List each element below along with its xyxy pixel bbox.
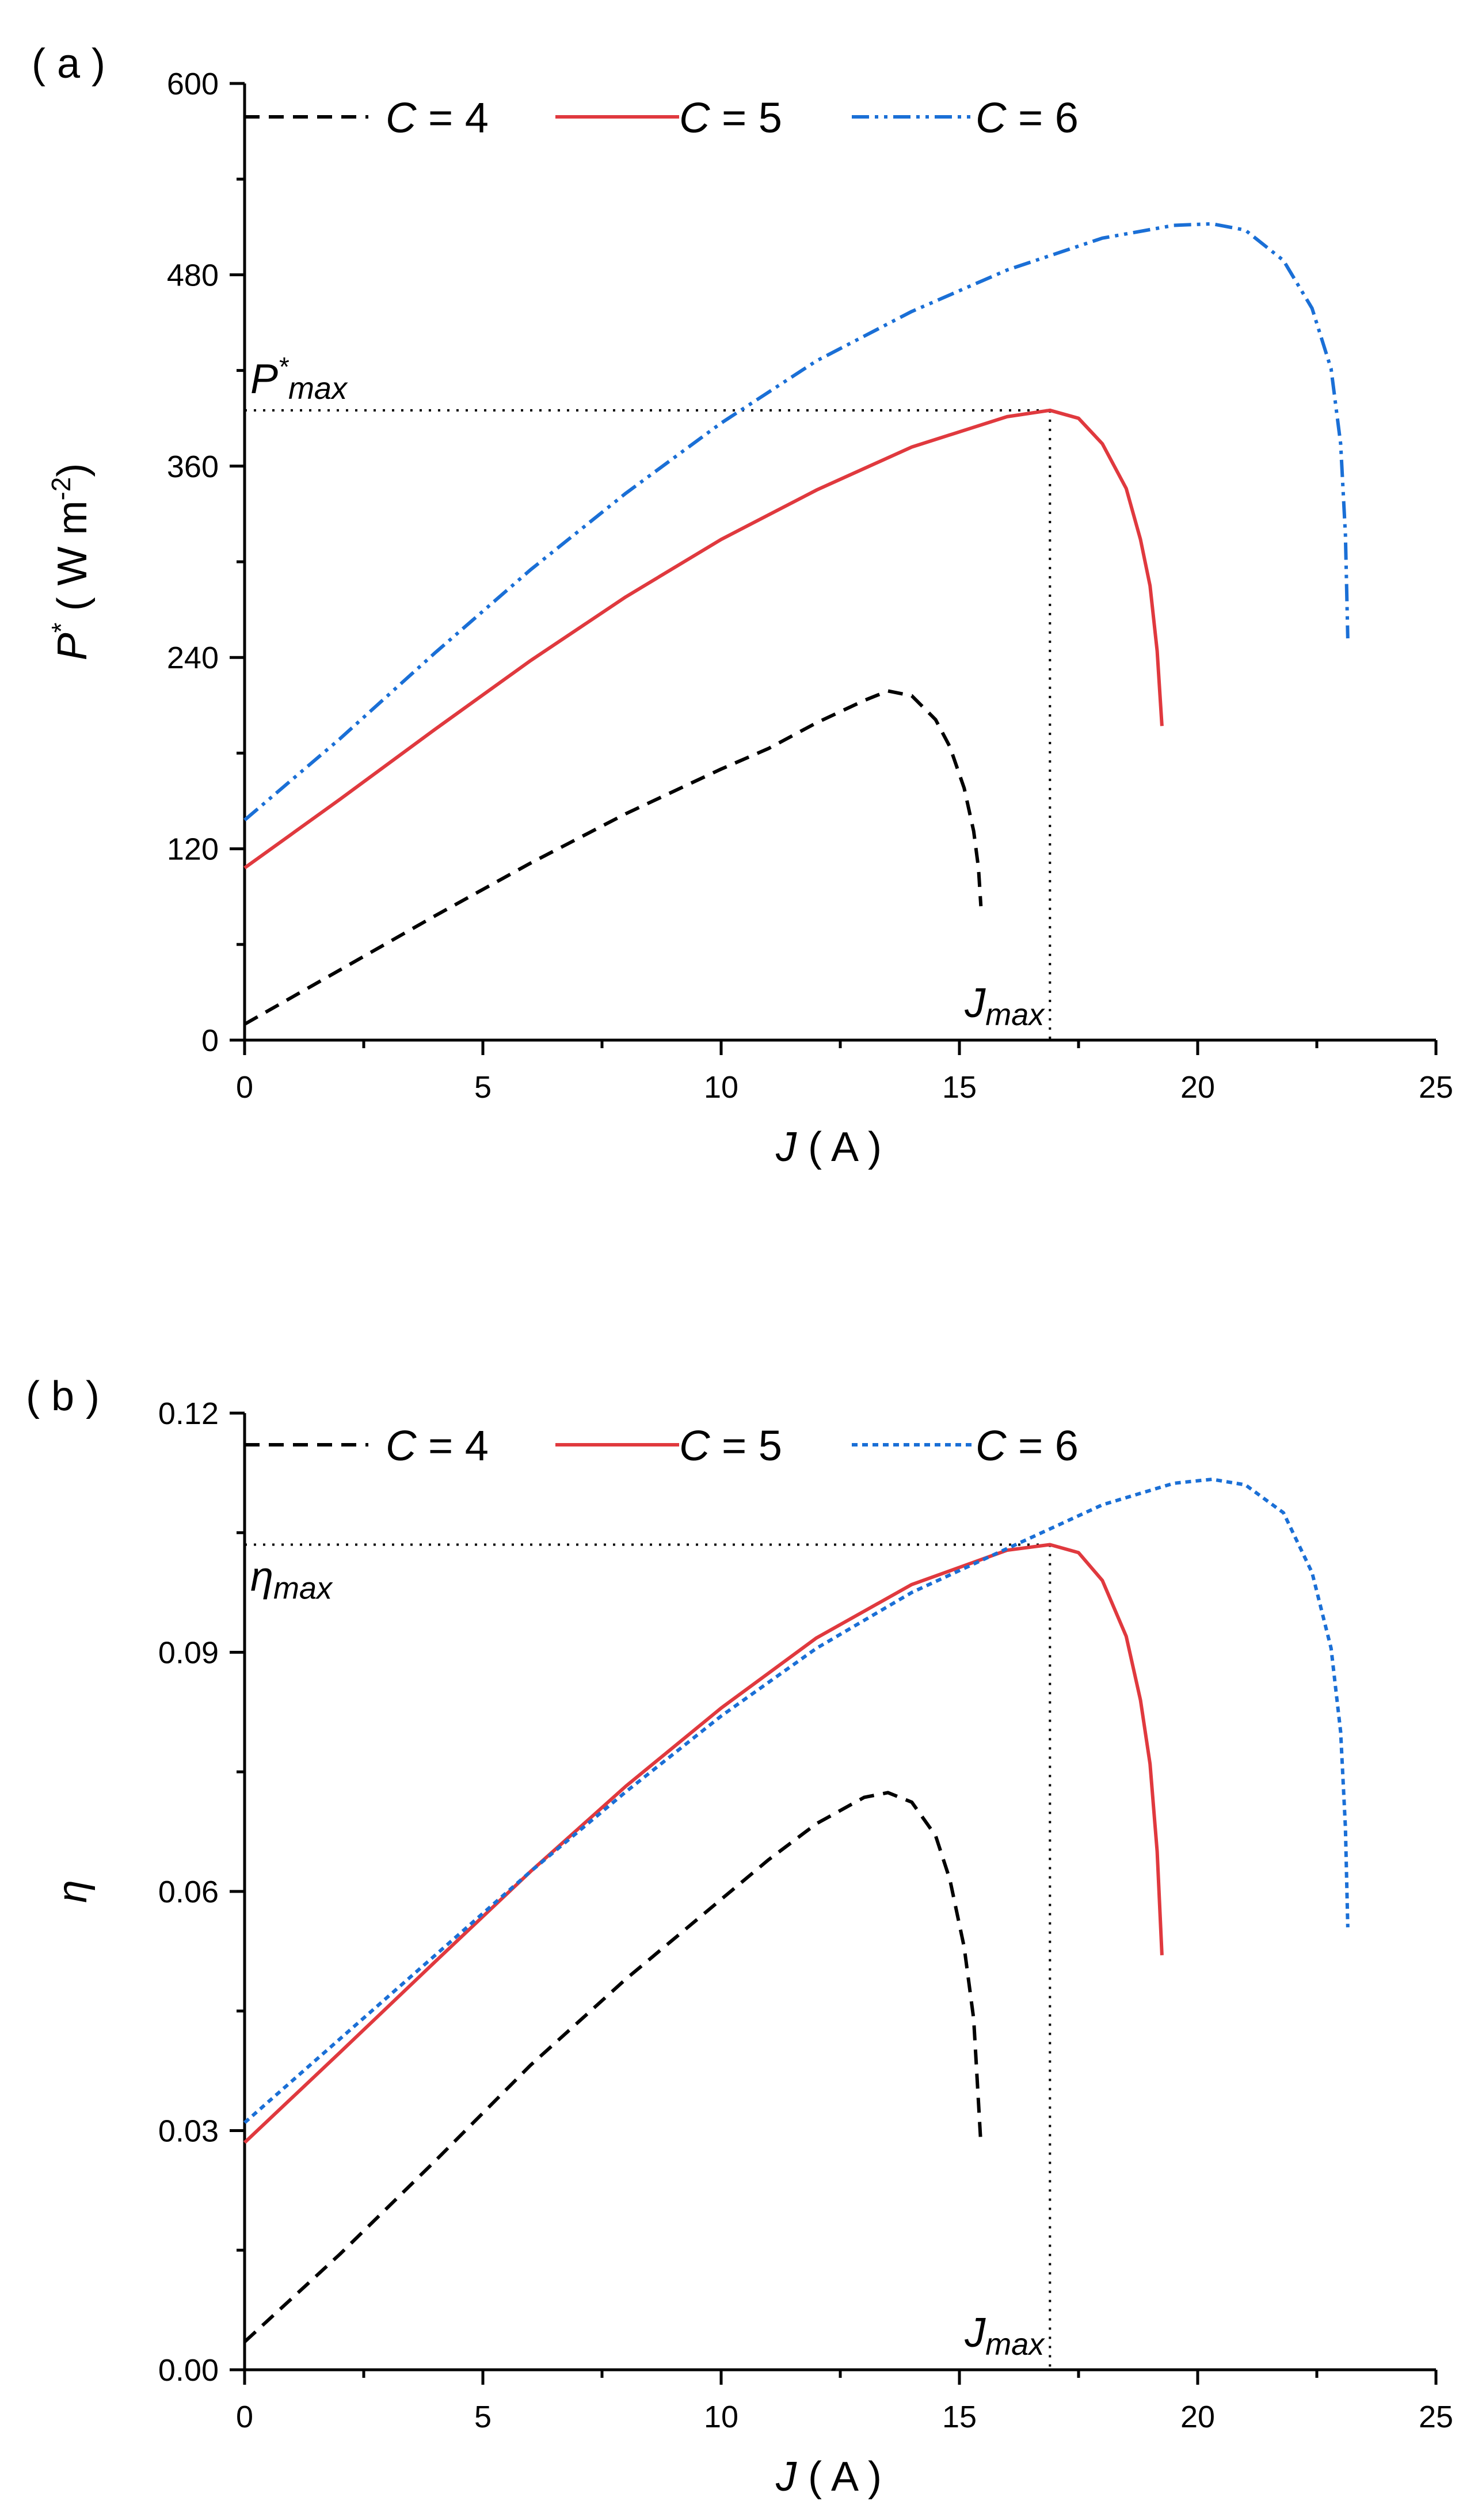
panel-b-ymax-annotation: ηmax <box>250 1554 333 1606</box>
panel-a-label: ( a ) <box>32 41 105 87</box>
panel-b-x-tick-label: 5 <box>474 2400 492 2434</box>
panel-a-y-tick-label: 120 <box>167 832 219 867</box>
panel-b-legend-label-c6: C = 6 <box>976 1422 1079 1470</box>
panel-b-x-tick-label: 0 <box>236 2400 253 2434</box>
panel-a-legend: C = 4 C = 5 C = 6 <box>245 94 1079 142</box>
panel-a-x-tick-label: 0 <box>236 1070 253 1105</box>
panel-b-legend: C = 4 C = 5 C = 6 <box>245 1422 1079 1470</box>
panel-a-x-tick-label: 20 <box>1180 1070 1215 1105</box>
panel-a-x-tick-label: 25 <box>1419 1070 1453 1105</box>
panel-a-y-tick-label: 480 <box>167 258 219 292</box>
panel-a-xmax-annotation: Jmax <box>964 980 1045 1032</box>
panel-b-x-axis-title: J ( A ) <box>775 2454 882 2500</box>
panel-a-legend-label-c6: C = 6 <box>976 94 1079 142</box>
panel-b-y-tick-label: 0.06 <box>158 1875 219 1909</box>
panel-a-ymax-annotation: P*max <box>250 352 348 406</box>
panel-b-x-tick-label: 10 <box>704 2400 738 2434</box>
panel-a-y-tick-label: 600 <box>167 67 219 101</box>
panel-b-x-tick-label: 20 <box>1180 2400 1215 2434</box>
panel-a-series-line-c4 <box>243 689 983 1026</box>
panel-b-legend-label-c5: C = 5 <box>679 1422 782 1470</box>
panel-b-label: ( b ) <box>26 1373 100 1419</box>
panel-b-series-line-c4 <box>243 1791 983 2343</box>
panel-b-y-tick-label: 0.12 <box>158 1396 219 1431</box>
panel-b-series-line-c6 <box>243 1478 1350 2124</box>
panel-b-x-tick-label: 15 <box>942 2400 977 2434</box>
panel-b: ( b ) 0 5 10 15 20 25 0.00 0.03 0.06 0.09 0.12 J ( A… <box>26 1373 1453 2500</box>
panel-a-series-line-c5 <box>243 408 1164 870</box>
panel-b-y-tick-label: 0.00 <box>158 2353 219 2388</box>
panel-a-legend-label-c4: C = 4 <box>386 94 489 142</box>
panel-b-xmax-annotation: Jmax <box>964 2310 1045 2362</box>
panel-a-x-tick-label: 15 <box>942 1070 977 1105</box>
panel-b-y-tick-label: 0.09 <box>158 1636 219 1670</box>
panel-b-y-tick-label: 0.03 <box>158 2114 219 2149</box>
panel-b-x-tick-label: 25 <box>1419 2400 1453 2434</box>
panel-a-y-tick-label: 0 <box>201 1023 219 1058</box>
panel-b-series-line-c5 <box>243 1543 1164 2144</box>
panel-a-x-tick-label: 10 <box>704 1070 738 1105</box>
panel-a-y-tick-label: 360 <box>167 450 219 484</box>
panel-a-x-axis-title: J ( A ) <box>775 1124 882 1170</box>
panel-a-y-tick-label: 240 <box>167 641 219 675</box>
panel-a-series-line-c6 <box>243 222 1350 821</box>
panel-a: ( a ) 0 5 10 15 20 25 0 120 240 360 480 600 J ( A ) P*… <box>32 41 1453 1170</box>
panel-a-y-axis-title: P* ( W m-2) <box>46 463 96 661</box>
panel-b-legend-label-c4: C = 4 <box>386 1422 489 1470</box>
panel-a-x-tick-label: 5 <box>474 1070 492 1105</box>
panel-a-legend-label-c5: C = 5 <box>679 94 782 142</box>
panel-b-y-axis-title: η <box>49 1880 96 1903</box>
